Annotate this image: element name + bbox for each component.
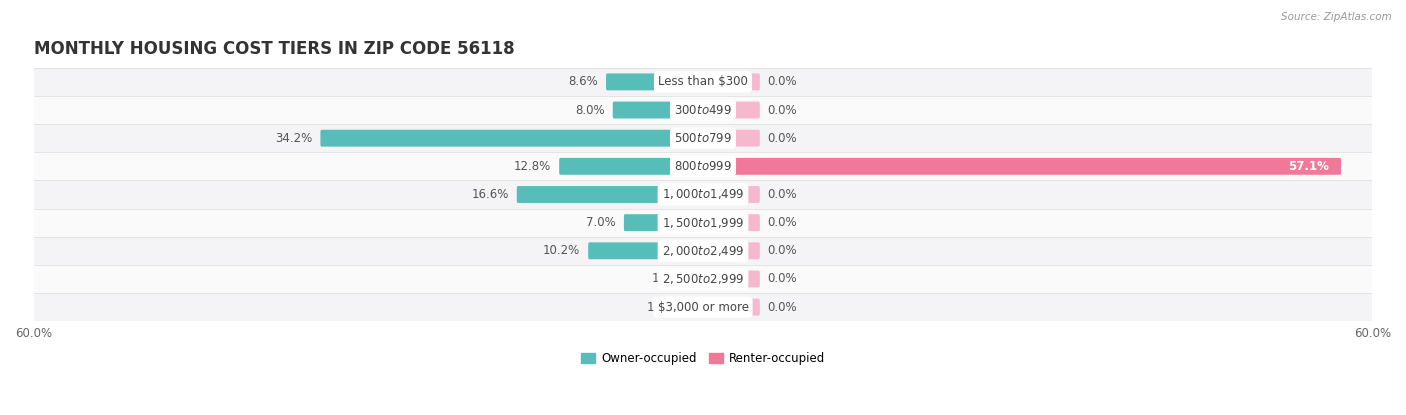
Text: 0.0%: 0.0% xyxy=(768,273,797,286)
Bar xyxy=(34,96,1372,124)
FancyBboxPatch shape xyxy=(606,73,703,90)
Text: MONTHLY HOUSING COST TIERS IN ZIP CODE 56118: MONTHLY HOUSING COST TIERS IN ZIP CODE 5… xyxy=(34,40,515,58)
FancyBboxPatch shape xyxy=(690,271,703,288)
FancyBboxPatch shape xyxy=(703,186,759,203)
FancyBboxPatch shape xyxy=(321,130,703,146)
FancyBboxPatch shape xyxy=(517,186,703,203)
Legend: Owner-occupied, Renter-occupied: Owner-occupied, Renter-occupied xyxy=(576,347,830,370)
Bar xyxy=(34,152,1372,181)
FancyBboxPatch shape xyxy=(588,242,703,259)
FancyBboxPatch shape xyxy=(685,299,703,315)
Text: 1.1%: 1.1% xyxy=(652,273,682,286)
Text: $300 to $499: $300 to $499 xyxy=(673,103,733,117)
FancyBboxPatch shape xyxy=(613,102,703,118)
Text: 7.0%: 7.0% xyxy=(586,216,616,229)
Text: Less than $300: Less than $300 xyxy=(658,76,748,88)
Text: 16.6%: 16.6% xyxy=(471,188,509,201)
Text: $500 to $799: $500 to $799 xyxy=(673,132,733,145)
Text: 8.0%: 8.0% xyxy=(575,103,605,117)
Bar xyxy=(34,293,1372,321)
FancyBboxPatch shape xyxy=(703,158,1341,175)
Text: 0.0%: 0.0% xyxy=(768,216,797,229)
Text: $1,000 to $1,499: $1,000 to $1,499 xyxy=(662,188,744,202)
Bar xyxy=(34,181,1372,209)
Text: $1,500 to $1,999: $1,500 to $1,999 xyxy=(662,216,744,229)
Text: 0.0%: 0.0% xyxy=(768,132,797,145)
Bar xyxy=(34,209,1372,237)
FancyBboxPatch shape xyxy=(560,158,703,175)
Text: 0.0%: 0.0% xyxy=(768,188,797,201)
FancyBboxPatch shape xyxy=(624,214,703,231)
Bar xyxy=(34,68,1372,96)
Text: 34.2%: 34.2% xyxy=(276,132,312,145)
Text: 0.0%: 0.0% xyxy=(768,103,797,117)
Text: 1.6%: 1.6% xyxy=(647,300,676,314)
FancyBboxPatch shape xyxy=(703,299,759,315)
Bar xyxy=(34,265,1372,293)
FancyBboxPatch shape xyxy=(703,130,759,146)
Text: $2,500 to $2,999: $2,500 to $2,999 xyxy=(662,272,744,286)
Text: $3,000 or more: $3,000 or more xyxy=(658,300,748,314)
Text: 12.8%: 12.8% xyxy=(515,160,551,173)
Text: 0.0%: 0.0% xyxy=(768,300,797,314)
Text: 57.1%: 57.1% xyxy=(1288,160,1329,173)
Text: 8.6%: 8.6% xyxy=(568,76,598,88)
FancyBboxPatch shape xyxy=(703,102,759,118)
Text: $800 to $999: $800 to $999 xyxy=(673,160,733,173)
Text: Source: ZipAtlas.com: Source: ZipAtlas.com xyxy=(1281,12,1392,22)
FancyBboxPatch shape xyxy=(703,73,759,90)
FancyBboxPatch shape xyxy=(703,242,759,259)
FancyBboxPatch shape xyxy=(703,214,759,231)
Text: 0.0%: 0.0% xyxy=(768,76,797,88)
Text: 0.0%: 0.0% xyxy=(768,244,797,257)
Text: $2,000 to $2,499: $2,000 to $2,499 xyxy=(662,244,744,258)
FancyBboxPatch shape xyxy=(703,271,759,288)
Bar xyxy=(34,237,1372,265)
Text: 10.2%: 10.2% xyxy=(543,244,581,257)
Bar xyxy=(34,124,1372,152)
